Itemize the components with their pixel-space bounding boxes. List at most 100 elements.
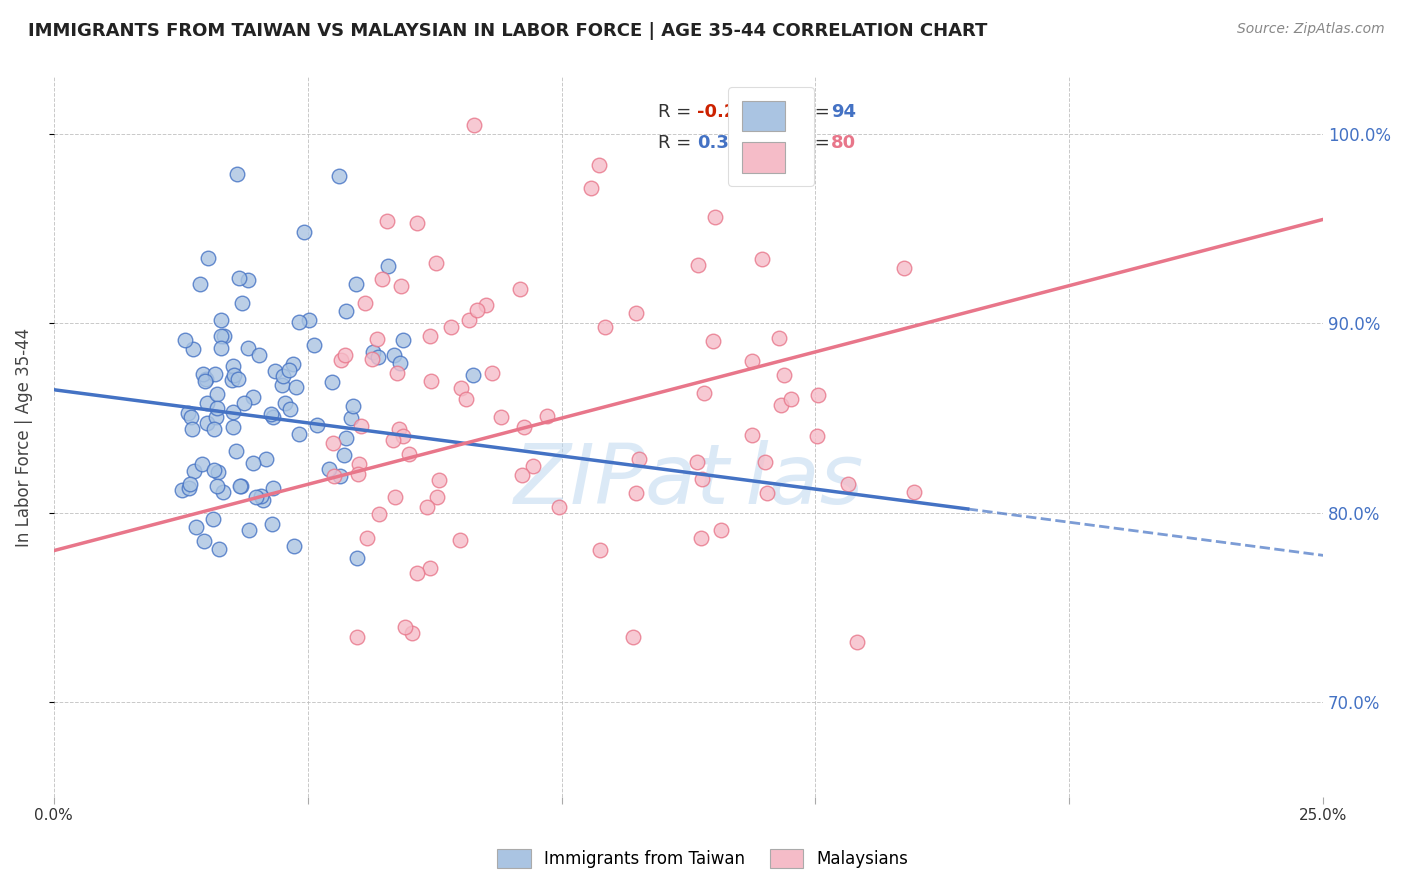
Point: [342, 399, 364, 413]
Point: [779, 392, 801, 406]
Point: [322, 436, 344, 450]
Point: [225, 444, 247, 458]
Point: [702, 334, 724, 348]
Point: [350, 419, 373, 434]
Point: [406, 566, 429, 580]
Point: [419, 328, 441, 343]
Point: [361, 351, 384, 366]
Point: [209, 341, 232, 355]
Point: [304, 338, 326, 352]
Point: [333, 448, 356, 462]
Point: [195, 416, 218, 430]
Point: [581, 181, 603, 195]
Point: [191, 367, 214, 381]
Point: [536, 409, 558, 424]
Text: N =: N =: [783, 103, 835, 120]
Point: [298, 312, 321, 326]
Point: [252, 492, 274, 507]
Point: [330, 352, 353, 367]
Point: [318, 462, 340, 476]
Point: [205, 387, 228, 401]
Point: [231, 296, 253, 310]
Point: [172, 483, 194, 498]
Point: [686, 455, 709, 469]
Text: ZIPat las: ZIPat las: [513, 440, 863, 521]
Point: [193, 534, 215, 549]
Point: [207, 479, 229, 493]
Point: [450, 381, 472, 395]
Point: [387, 367, 409, 381]
Point: [329, 469, 352, 483]
Point: [335, 304, 357, 318]
Point: [371, 272, 394, 286]
Point: [307, 418, 329, 433]
Point: [624, 486, 647, 500]
Point: [353, 296, 375, 310]
Point: [335, 431, 357, 445]
Point: [425, 490, 447, 504]
Point: [221, 405, 243, 419]
Text: IMMIGRANTS FROM TAIWAN VS MALAYSIAN IN LABOR FORCE | AGE 35-44 CORRELATION CHART: IMMIGRANTS FROM TAIWAN VS MALAYSIAN IN L…: [28, 22, 987, 40]
Point: [274, 396, 297, 410]
Point: [278, 402, 301, 417]
Text: N =: N =: [783, 134, 835, 152]
Point: [621, 630, 644, 644]
Point: [356, 531, 378, 545]
Point: [211, 484, 233, 499]
Point: [340, 411, 363, 425]
Point: [209, 313, 232, 327]
Point: [222, 359, 245, 373]
Point: [242, 456, 264, 470]
Point: [903, 485, 925, 500]
Point: [321, 376, 343, 390]
Point: [456, 392, 478, 407]
Point: [427, 473, 450, 487]
Point: [366, 332, 388, 346]
Point: [226, 372, 249, 386]
Point: [263, 364, 285, 378]
Point: [755, 486, 778, 500]
Point: [195, 372, 218, 386]
Point: [236, 341, 259, 355]
Point: [420, 374, 443, 388]
Point: [382, 433, 405, 447]
Point: [179, 477, 201, 491]
Point: [207, 401, 229, 415]
Point: [284, 380, 307, 394]
Point: [231, 479, 253, 493]
Point: [245, 490, 267, 504]
Point: [770, 398, 793, 412]
Point: [367, 507, 389, 521]
Point: [807, 388, 830, 402]
Point: [242, 391, 264, 405]
Point: [197, 251, 219, 265]
Point: [391, 333, 413, 347]
Point: [202, 422, 225, 436]
Point: [806, 429, 828, 443]
Point: [627, 452, 650, 467]
Point: [347, 457, 370, 471]
Point: [690, 472, 713, 486]
Point: [449, 533, 471, 547]
Point: [186, 520, 208, 534]
Text: 0.360: 0.360: [697, 134, 754, 152]
Point: [754, 455, 776, 469]
Point: [846, 634, 869, 648]
Point: [548, 500, 571, 515]
Point: [377, 259, 399, 273]
Point: [283, 540, 305, 554]
Point: [690, 531, 713, 545]
Point: [194, 374, 217, 388]
Point: [458, 313, 481, 327]
Point: [228, 271, 250, 285]
Point: [260, 407, 283, 421]
Point: [419, 561, 441, 575]
Point: [398, 447, 420, 461]
Point: [588, 542, 610, 557]
Point: [333, 348, 356, 362]
Point: [893, 260, 915, 275]
Point: [394, 620, 416, 634]
Point: [292, 225, 315, 239]
Point: [425, 256, 447, 270]
Point: [271, 368, 294, 383]
